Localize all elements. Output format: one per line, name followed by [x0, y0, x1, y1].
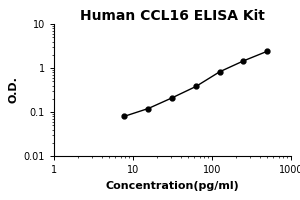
Y-axis label: O.D.: O.D.: [8, 77, 18, 103]
X-axis label: Concentration(pg/ml): Concentration(pg/ml): [106, 181, 239, 191]
Title: Human CCL16 ELISA Kit: Human CCL16 ELISA Kit: [80, 9, 265, 23]
